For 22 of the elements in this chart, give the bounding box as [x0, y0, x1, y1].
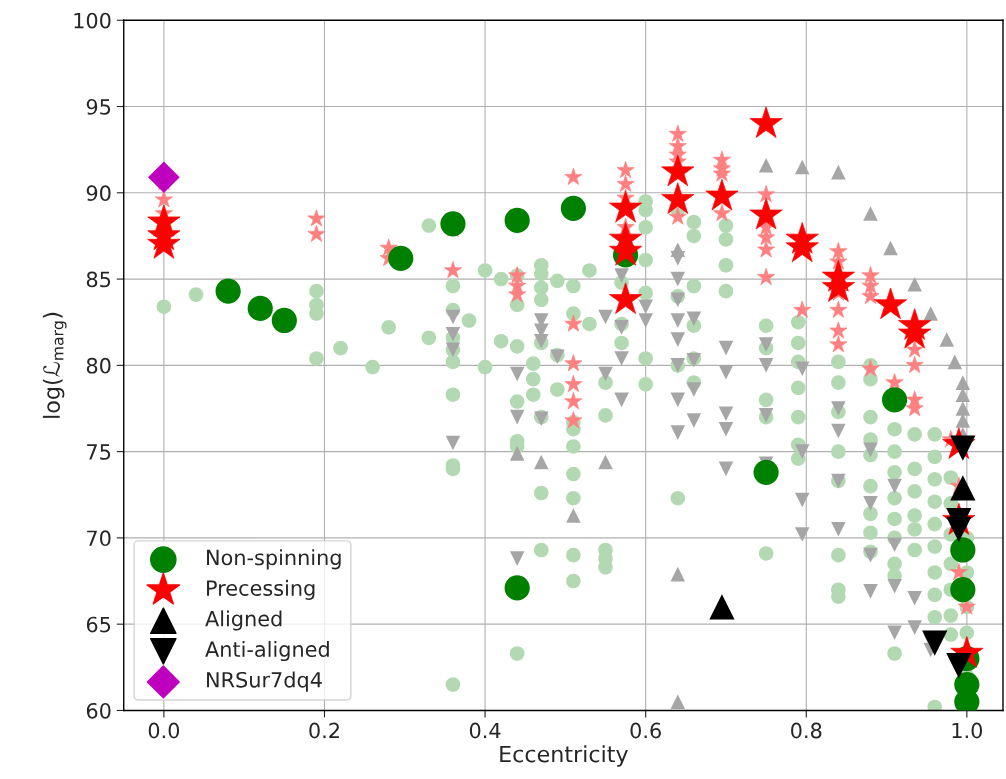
- legend-label: Anti-aligned: [205, 640, 329, 662]
- legend-label: Non-spinning: [207, 549, 341, 570]
- y-axis-title: log(ℒ$_{marg}$): [42, 312, 67, 418]
- x-tick-label: 0.6: [630, 722, 661, 739]
- x-tick-label: 0.0: [148, 722, 180, 739]
- y-tick-label: 75: [87, 444, 111, 460]
- x-axis-title: Eccentricity: [500, 745, 628, 767]
- x-tick-label: 0.4: [469, 722, 501, 739]
- y-tick-label: 90: [86, 185, 111, 202]
- y-tick-label: 85: [86, 271, 111, 288]
- y-tick-label: 80: [86, 357, 111, 374]
- legend-label: NRSur7dq4: [207, 671, 322, 692]
- legend-label: Aligned: [205, 610, 282, 631]
- x-tick-label: 1.0: [952, 722, 983, 739]
- y-tick-label: 65: [86, 616, 111, 633]
- y-tick-label: 70: [87, 530, 111, 547]
- y-tick-label: 95: [86, 98, 111, 115]
- x-tick-label: 0.2: [309, 722, 339, 739]
- y-tick-label: 60: [86, 702, 111, 719]
- x-tick-label: 0.8: [791, 722, 822, 739]
- y-tick-label: 100: [74, 12, 111, 29]
- legend-label: Precessing: [207, 579, 315, 600]
